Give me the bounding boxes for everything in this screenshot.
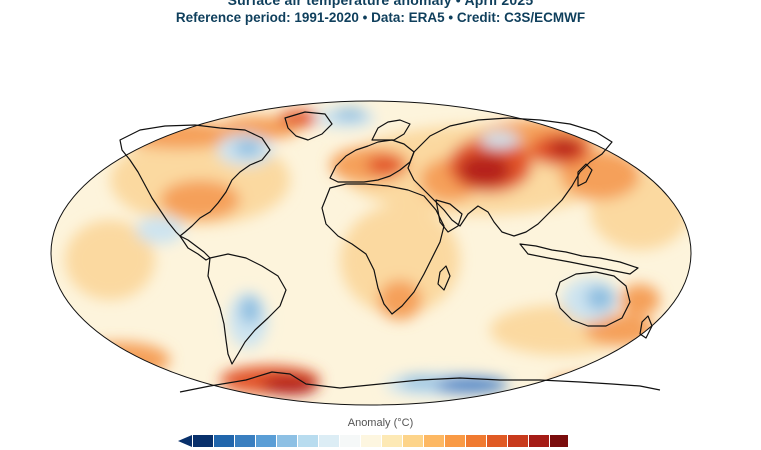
colorbar-swatch <box>508 435 528 447</box>
colorbar-swatch <box>319 435 339 447</box>
arabia-coastline <box>435 199 463 233</box>
anomaly-patch-warm-extreme <box>262 375 318 395</box>
colorbar-label: Anomaly (°C) <box>347 417 414 429</box>
anomaly-patch-warm-extreme <box>549 139 581 157</box>
anomaly-patch-cool-light <box>136 216 184 244</box>
colorbar-swatch <box>193 435 213 447</box>
coastlines <box>119 111 661 393</box>
anomaly-patch-warm-mid <box>160 180 240 220</box>
south-america-coastline <box>207 253 287 365</box>
anomaly-patch-warm-light <box>340 205 460 315</box>
colorbar-swatch <box>487 435 507 447</box>
anomaly-patch-warm-strong <box>278 110 322 126</box>
greenland-coastline <box>284 111 333 141</box>
anomaly-patch-warm-extreme <box>459 154 511 186</box>
colorbar-under-arrow <box>178 435 192 447</box>
anomaly-patch-cool-light <box>480 132 520 148</box>
anomaly-patch-cool-mid <box>334 108 366 120</box>
colorbar-swatch <box>445 435 465 447</box>
anomaly-patch-warm-mid <box>620 284 660 316</box>
colorbar-swatch <box>214 435 234 447</box>
anomaly-patch-cool-mid <box>240 296 260 324</box>
anomaly-patch-warm-strong <box>367 155 403 175</box>
world-temperature-anomaly-map <box>50 100 692 406</box>
anomaly-field <box>65 108 690 397</box>
australia-coastline <box>555 271 631 327</box>
madagascar-coastline <box>437 265 451 291</box>
colorbar <box>178 435 568 447</box>
anomaly-patch-warm-light <box>65 220 155 300</box>
colorbar-swatch <box>529 435 549 447</box>
anomaly-patch-cool-mid <box>234 140 262 156</box>
anomaly-patch-warm-mid <box>560 150 640 200</box>
anomaly-patch-warm-mid <box>378 280 422 320</box>
anomaly-patch-warm-mid <box>220 116 300 140</box>
colorbar-swatch <box>466 435 486 447</box>
colorbar-swatch <box>361 435 381 447</box>
map-subtitle: Reference period: 1991-2020 • Data: ERA5… <box>175 10 586 25</box>
north-america-coastline <box>119 124 271 237</box>
colorbar-swatch <box>550 435 568 447</box>
globe-outline <box>50 100 692 406</box>
asia-coastline <box>407 117 613 237</box>
colorbar-swatch <box>256 435 276 447</box>
colorbar-swatch <box>403 435 423 447</box>
japan-coastline <box>577 163 593 187</box>
colorbar-swatch <box>382 435 402 447</box>
indonesia-coastline <box>519 243 639 275</box>
anomaly-patch-cool-strong <box>432 377 508 393</box>
anomaly-patch-cool-mid <box>586 286 614 310</box>
colorbar-swatch <box>424 435 444 447</box>
antarctica-coastline <box>179 371 661 393</box>
new-zealand-coastline <box>639 315 653 339</box>
colorbar-swatch <box>340 435 360 447</box>
colorbar-swatch <box>235 435 255 447</box>
map-title: Surface air temperature anomaly • April … <box>227 0 534 8</box>
africa-coastline <box>321 183 445 315</box>
scandinavia-coastline <box>371 119 411 141</box>
colorbar-swatch <box>298 435 318 447</box>
colorbar-swatch <box>277 435 297 447</box>
